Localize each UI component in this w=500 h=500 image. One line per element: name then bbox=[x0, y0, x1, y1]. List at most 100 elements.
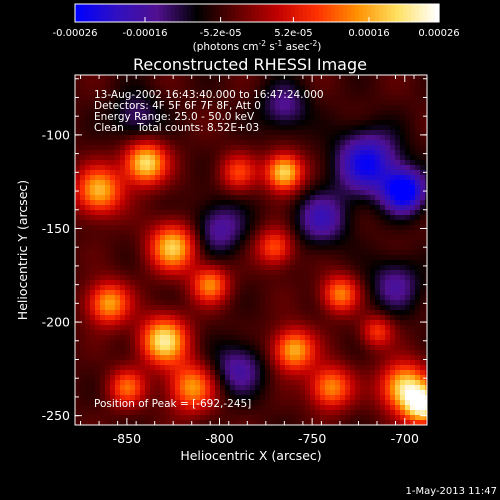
heatmap-cell bbox=[140, 385, 146, 391]
heatmap-cell bbox=[235, 75, 241, 81]
heatmap-cell bbox=[215, 230, 221, 236]
heatmap-cell bbox=[185, 160, 191, 166]
heatmap-cell bbox=[75, 270, 81, 276]
heatmap-cell bbox=[160, 180, 166, 186]
heatmap-cell bbox=[105, 350, 111, 356]
heatmap-cell bbox=[330, 370, 336, 376]
heatmap-cell bbox=[85, 315, 91, 321]
heatmap-cell bbox=[75, 100, 81, 106]
heatmap-cell bbox=[420, 120, 426, 126]
heatmap-cell bbox=[250, 270, 256, 276]
heatmap-cell bbox=[285, 255, 291, 261]
heatmap-cell bbox=[295, 170, 301, 176]
heatmap-cell bbox=[250, 180, 256, 186]
heatmap-cell bbox=[325, 370, 331, 376]
heatmap-cell bbox=[195, 295, 201, 301]
heatmap-cell bbox=[195, 270, 201, 276]
heatmap-cell bbox=[255, 220, 261, 226]
heatmap-cell bbox=[280, 275, 286, 281]
heatmap-cell bbox=[395, 325, 401, 331]
heatmap-cell bbox=[270, 165, 276, 171]
heatmap-cell bbox=[330, 270, 336, 276]
heatmap-cell bbox=[365, 160, 371, 166]
heatmap-cell bbox=[335, 245, 341, 251]
heatmap-cell bbox=[125, 145, 131, 151]
heatmap-cell bbox=[400, 245, 406, 251]
heatmap-cell bbox=[385, 275, 391, 281]
heatmap-cell bbox=[280, 400, 286, 406]
heatmap-cell bbox=[225, 105, 231, 111]
heatmap-cell bbox=[335, 210, 341, 216]
heatmap-cell bbox=[295, 95, 301, 101]
heatmap-cell bbox=[370, 310, 376, 316]
heatmap-cell bbox=[195, 210, 201, 216]
heatmap-cell bbox=[425, 180, 427, 186]
heatmap-cell bbox=[105, 125, 111, 131]
heatmap-cell bbox=[140, 170, 146, 176]
heatmap-cell bbox=[245, 380, 251, 386]
heatmap-cell bbox=[355, 85, 361, 91]
heatmap-cell bbox=[120, 380, 126, 386]
heatmap-cell bbox=[410, 385, 416, 391]
heatmap-cell bbox=[110, 245, 116, 251]
heatmap-cell bbox=[385, 335, 391, 341]
heatmap-cell bbox=[185, 385, 191, 391]
heatmap-cell bbox=[240, 360, 246, 366]
heatmap-cell bbox=[360, 340, 366, 346]
heatmap-cell bbox=[380, 145, 386, 151]
heatmap-cell bbox=[335, 385, 341, 391]
heatmap-cell bbox=[310, 320, 316, 326]
heatmap-cell bbox=[185, 235, 191, 241]
heatmap-cell bbox=[340, 250, 346, 256]
heatmap-cell bbox=[310, 195, 316, 201]
heatmap-cell bbox=[350, 225, 356, 231]
heatmap-cell bbox=[270, 80, 276, 86]
heatmap-cell bbox=[405, 245, 411, 251]
heatmap-cell bbox=[405, 175, 411, 181]
heatmap-cell bbox=[140, 365, 146, 371]
heatmap-cell bbox=[250, 395, 256, 401]
heatmap-cell bbox=[340, 385, 346, 391]
heatmap-cell bbox=[80, 215, 86, 221]
heatmap-cell bbox=[145, 150, 151, 156]
colorbar-cell bbox=[91, 4, 96, 22]
heatmap-cell bbox=[390, 255, 396, 261]
heatmap-cell bbox=[375, 190, 381, 196]
heatmap-cell bbox=[295, 100, 301, 106]
heatmap-cell bbox=[100, 265, 106, 271]
heatmap-cell bbox=[405, 195, 411, 201]
heatmap-cell bbox=[300, 310, 306, 316]
heatmap-cell bbox=[110, 270, 116, 276]
heatmap-cell bbox=[330, 305, 336, 311]
heatmap-cell bbox=[185, 155, 191, 161]
heatmap-cell bbox=[170, 130, 176, 136]
heatmap-cell bbox=[110, 350, 116, 356]
heatmap-cell bbox=[385, 390, 391, 396]
heatmap-cell bbox=[115, 235, 121, 241]
heatmap-cell bbox=[365, 220, 371, 226]
heatmap-cell bbox=[215, 200, 221, 206]
heatmap-cell bbox=[120, 355, 126, 361]
heatmap-cell bbox=[310, 355, 316, 361]
heatmap-cell bbox=[185, 215, 191, 221]
heatmap-cell bbox=[95, 395, 101, 401]
heatmap-cell bbox=[105, 345, 111, 351]
heatmap-cell bbox=[405, 255, 411, 261]
heatmap-cell bbox=[180, 220, 186, 226]
heatmap-cell bbox=[230, 340, 236, 346]
heatmap-cell bbox=[425, 135, 427, 141]
heatmap-cell bbox=[210, 215, 216, 221]
heatmap-cell bbox=[115, 360, 121, 366]
heatmap-cell bbox=[300, 85, 306, 91]
heatmap-cell bbox=[190, 75, 196, 81]
heatmap-cell bbox=[100, 145, 106, 151]
heatmap-cell bbox=[350, 365, 356, 371]
heatmap-cell bbox=[90, 145, 96, 151]
heatmap-cell bbox=[395, 330, 401, 336]
heatmap-cell bbox=[135, 410, 141, 416]
heatmap-cell bbox=[240, 185, 246, 191]
heatmap-cell bbox=[370, 200, 376, 206]
heatmap-cell bbox=[395, 95, 401, 101]
heatmap-cell bbox=[300, 365, 306, 371]
heatmap-cell bbox=[290, 145, 296, 151]
